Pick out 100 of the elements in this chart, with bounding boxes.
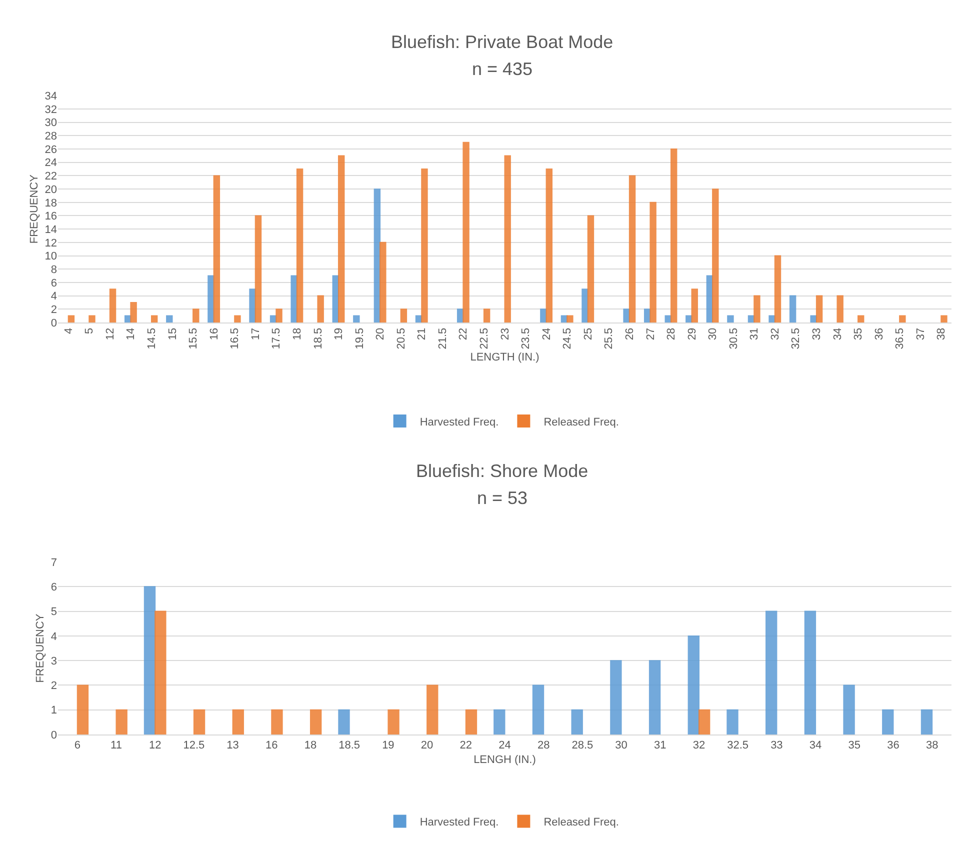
x-tick-label: 24	[498, 740, 511, 752]
y-tick-label: 4	[50, 290, 57, 303]
legend-label: Harvested Freq.	[420, 816, 499, 829]
x-tick-label: 33	[811, 328, 824, 340]
y-tick-label: 6	[50, 582, 57, 594]
chart-title: Bluefish: Private Boat Mode	[391, 32, 614, 52]
x-tick-label: 25.5	[603, 328, 616, 350]
x-tick-label: 35	[852, 328, 865, 340]
x-tick-label: 18	[304, 740, 317, 752]
x-tick-label: 12	[104, 328, 116, 340]
bar	[234, 315, 241, 322]
y-tick-label: 8	[50, 264, 57, 276]
y-tick-label: 6	[50, 277, 57, 290]
x-tick-label: 30.5	[728, 328, 740, 350]
chart-subtitle: n = 435	[472, 59, 533, 79]
bar	[150, 315, 158, 322]
y-tick-label: 32	[44, 104, 57, 116]
bar	[426, 684, 438, 735]
y-tick-label: 26	[44, 144, 57, 156]
bar	[540, 308, 547, 322]
x-tick-label: 18	[292, 328, 304, 340]
x-tick-label: 28	[537, 740, 550, 752]
x-tick-label: 20	[374, 328, 387, 340]
x-tick-label: 34	[832, 328, 844, 340]
x-tick-label: 13	[226, 740, 239, 752]
y-tick-label: 2	[50, 680, 57, 692]
bar	[166, 315, 173, 322]
x-tick-label: 19	[382, 740, 394, 752]
x-tick-label: 30	[615, 740, 628, 752]
bar	[546, 168, 553, 322]
x-tick-label: 24	[540, 328, 553, 340]
bar	[766, 610, 778, 735]
chart-subtitle: n = 53	[477, 488, 528, 508]
bar	[254, 215, 262, 322]
bar	[400, 308, 408, 322]
x-tick-label: 16	[208, 328, 220, 340]
x-tick-label: 31	[748, 328, 761, 340]
x-tick-label: 22.5	[478, 328, 491, 350]
bar	[899, 315, 906, 322]
bar	[628, 175, 636, 322]
bar	[130, 302, 137, 322]
y-tick-label: 18	[44, 197, 57, 210]
bar	[858, 315, 864, 322]
x-tick-label: 15.5	[188, 328, 200, 350]
x-tick-label: 12.5	[183, 740, 205, 752]
bar	[610, 660, 622, 735]
bar	[109, 288, 116, 322]
bar	[804, 610, 816, 735]
y-tick-label: 28	[44, 130, 57, 143]
x-tick-label: 30	[707, 328, 720, 340]
x-tick-label: 36.5	[894, 328, 906, 350]
x-tick-label: 28	[666, 328, 678, 340]
bar	[726, 709, 738, 735]
bar	[68, 315, 75, 322]
x-tick-label: 19.5	[354, 328, 366, 350]
bar	[648, 660, 661, 735]
bar	[76, 684, 89, 735]
x-tick-label: 4	[62, 328, 75, 334]
x-tick-label: 32	[769, 328, 782, 340]
bar	[353, 315, 360, 322]
y-tick-label: 0	[50, 729, 57, 742]
bar	[317, 295, 324, 322]
bar	[882, 709, 894, 735]
x-tick-label: 18.5	[312, 328, 324, 350]
x-tick-label: 5	[84, 328, 96, 334]
x-tick-label: 17	[250, 328, 262, 340]
x-tick-label: 15	[166, 328, 179, 340]
y-tick-label: 14	[44, 224, 57, 236]
chart-title: Bluefish: Shore Mode	[416, 461, 588, 481]
y-tick-label: 7	[50, 556, 57, 569]
y-tick-label: 2	[50, 304, 57, 316]
bar	[338, 155, 345, 322]
bar	[789, 295, 796, 322]
bar	[774, 255, 782, 322]
y-tick-label: 24	[44, 157, 57, 170]
bar	[571, 709, 583, 735]
x-tick-label: 37	[914, 328, 927, 340]
x-tick-label: 34	[809, 740, 822, 752]
bar	[623, 308, 630, 322]
bar	[754, 295, 760, 322]
bar	[494, 709, 506, 735]
x-tick-label: 32	[692, 740, 706, 752]
x-tick-label: 16.5	[229, 328, 242, 350]
y-tick-label: 20	[44, 184, 57, 196]
x-tick-label: 38	[926, 740, 938, 752]
x-tick-label: 20.5	[395, 328, 408, 350]
x-tick-label: 26	[624, 328, 636, 340]
x-tick-label: 6	[74, 740, 80, 752]
bar	[192, 308, 200, 322]
bar	[532, 684, 544, 735]
y-tick-label: 30	[44, 117, 57, 130]
x-tick-label: 38	[936, 328, 948, 340]
bar	[88, 315, 96, 322]
x-tick-label: 23	[499, 328, 512, 340]
x-tick-label: 14	[125, 328, 138, 340]
bar	[483, 308, 490, 322]
x-tick-label: 19	[333, 328, 346, 340]
bar	[566, 315, 574, 322]
bar	[940, 315, 948, 322]
y-tick-label: 4	[50, 630, 57, 643]
